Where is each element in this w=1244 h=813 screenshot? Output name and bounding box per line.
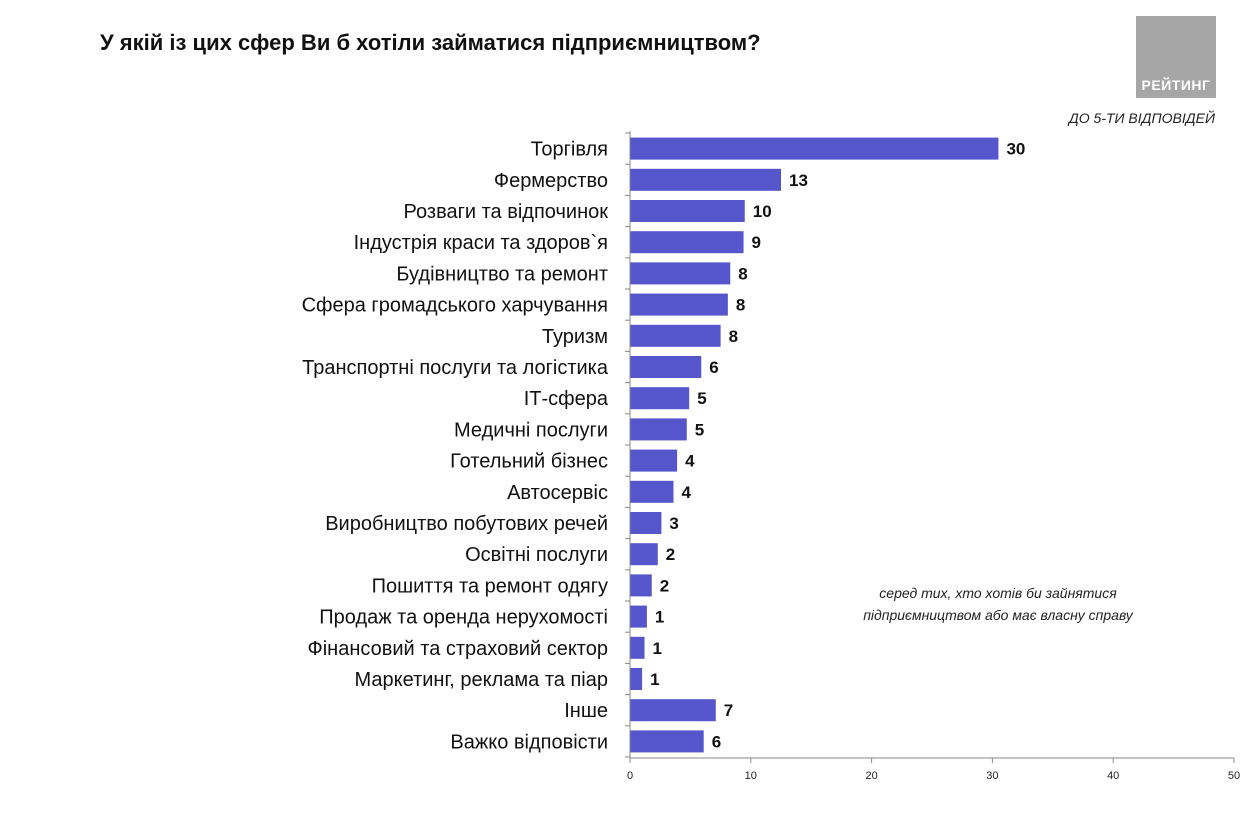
logo-text: РЕЙТИНГ — [1141, 77, 1211, 93]
bar — [630, 137, 999, 160]
x-tick-label: 50 — [1228, 770, 1240, 782]
bar — [630, 262, 731, 285]
value-label: 4 — [681, 483, 691, 502]
value-label: 6 — [709, 358, 718, 377]
bar — [630, 668, 643, 690]
value-label: 8 — [738, 264, 747, 283]
category-label: Медичні послуги — [454, 419, 608, 441]
bar — [630, 480, 674, 503]
category-label: ІТ-сфера — [524, 388, 609, 410]
x-tick-label: 0 — [627, 770, 633, 782]
category-label: Маркетинг, реклама та піар — [355, 669, 609, 691]
bar — [630, 200, 745, 222]
category-label: Торгівля — [531, 139, 608, 161]
value-label: 5 — [695, 420, 704, 439]
category-label: Фермерство — [494, 170, 608, 192]
category-label: Індустрія краси та здоров`я — [354, 232, 608, 254]
value-label: 8 — [736, 296, 745, 315]
bar — [630, 356, 702, 378]
value-label: 9 — [752, 233, 761, 252]
chart-subtitle: ДО 5-ТИ ВІДПОВІДЕЙ — [1068, 110, 1215, 126]
category-label: Пошиття та ремонт одягу — [372, 575, 608, 597]
bar — [630, 231, 744, 254]
value-label: 6 — [712, 732, 721, 751]
category-label: Автосервіс — [507, 482, 608, 504]
x-tick-label: 30 — [986, 770, 998, 782]
category-labels-group: Торгівля Фермерство Розваги та відпочинок І… — [302, 139, 609, 754]
category-label: Будівництво та ремонт — [396, 263, 608, 285]
value-label: 1 — [650, 670, 659, 689]
bar — [630, 636, 645, 659]
bar — [630, 324, 721, 347]
category-label: Розваги та відпочинок — [404, 201, 609, 223]
category-label: Фінансовий та страховий сектор — [308, 638, 608, 660]
bar — [630, 574, 652, 597]
bar — [630, 605, 647, 628]
x-tick-label: 40 — [1107, 770, 1119, 782]
category-label: Важко відповісти — [450, 731, 608, 753]
value-label: 2 — [660, 576, 669, 595]
value-label: 1 — [652, 639, 661, 658]
value-label: 1 — [655, 608, 664, 627]
value-label: 7 — [724, 701, 733, 720]
bar — [630, 699, 716, 722]
value-label: 4 — [685, 452, 695, 471]
bar — [630, 168, 781, 191]
category-label: Продаж та оренда нерухомості — [319, 607, 608, 629]
axes-group: 0 10 20 30 40 50 — [625, 131, 1240, 782]
x-tick-label: 20 — [865, 770, 877, 782]
category-label: Освітні послуги — [465, 544, 608, 566]
bar — [630, 387, 690, 410]
bar — [630, 512, 662, 534]
value-label: 10 — [753, 202, 772, 221]
category-label: Туризм — [542, 326, 608, 348]
value-label: 8 — [729, 327, 738, 346]
bar — [630, 293, 728, 316]
category-label: Інше — [564, 700, 608, 722]
value-label: 2 — [666, 545, 675, 564]
bar — [630, 543, 658, 566]
value-label: 3 — [669, 514, 678, 533]
bar — [630, 449, 678, 472]
value-label: 30 — [1006, 140, 1025, 159]
chart-title: У якій із цих сфер Ви б хотіли займатися… — [100, 30, 761, 55]
bars-group — [630, 137, 999, 753]
category-label: Виробництво побутових речей — [325, 513, 608, 535]
value-label: 5 — [697, 389, 706, 408]
bar — [630, 418, 687, 441]
category-label: Сфера громадського харчування — [302, 295, 608, 317]
category-label: Транспортні послуги та логістика — [302, 357, 609, 379]
category-label: Готельний бізнес — [450, 451, 608, 473]
sample-note: серед тих, хто хотів би зайнятися підпри… — [863, 585, 1133, 623]
x-tick-label: 10 — [745, 770, 757, 782]
value-label: 13 — [789, 171, 808, 190]
rating-logo: РЕЙТИНГ — [1136, 16, 1216, 98]
bar — [630, 730, 704, 753]
